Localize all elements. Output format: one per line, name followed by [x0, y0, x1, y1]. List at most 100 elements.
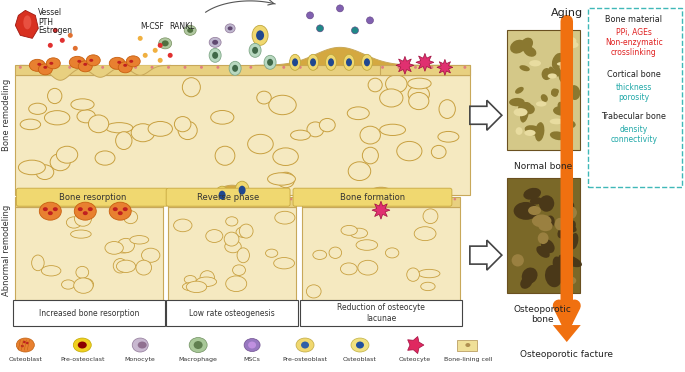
Ellipse shape — [186, 281, 207, 293]
Ellipse shape — [564, 41, 579, 48]
Ellipse shape — [89, 59, 93, 62]
Ellipse shape — [296, 338, 314, 352]
Ellipse shape — [445, 198, 447, 201]
Ellipse shape — [131, 124, 155, 142]
Ellipse shape — [142, 248, 160, 262]
Ellipse shape — [550, 131, 566, 140]
Ellipse shape — [140, 198, 143, 201]
Ellipse shape — [414, 227, 436, 241]
Ellipse shape — [549, 119, 564, 124]
Ellipse shape — [68, 66, 71, 69]
Ellipse shape — [116, 132, 132, 150]
Ellipse shape — [301, 341, 309, 349]
Text: Osteoblast: Osteoblast — [343, 357, 377, 362]
FancyBboxPatch shape — [166, 300, 298, 326]
Ellipse shape — [364, 58, 370, 66]
Ellipse shape — [307, 122, 324, 137]
FancyArrowPatch shape — [559, 21, 575, 321]
Ellipse shape — [419, 198, 421, 201]
Ellipse shape — [252, 47, 258, 54]
Text: porosity: porosity — [618, 93, 649, 102]
Ellipse shape — [86, 55, 100, 66]
Ellipse shape — [207, 198, 209, 201]
Ellipse shape — [407, 268, 419, 281]
Ellipse shape — [306, 285, 321, 298]
Text: Macrophage: Macrophage — [179, 357, 218, 362]
Ellipse shape — [37, 63, 41, 66]
Ellipse shape — [16, 338, 34, 352]
Ellipse shape — [73, 338, 91, 352]
Ellipse shape — [39, 202, 61, 220]
Ellipse shape — [408, 78, 431, 89]
Ellipse shape — [375, 198, 378, 201]
Ellipse shape — [200, 66, 203, 69]
Text: PTH: PTH — [38, 18, 53, 28]
Ellipse shape — [282, 66, 285, 69]
Ellipse shape — [315, 66, 319, 69]
Ellipse shape — [134, 66, 137, 69]
Ellipse shape — [401, 198, 404, 201]
Ellipse shape — [113, 241, 133, 253]
Ellipse shape — [214, 198, 216, 201]
Ellipse shape — [224, 232, 239, 246]
Ellipse shape — [133, 198, 135, 201]
Ellipse shape — [548, 73, 557, 78]
Ellipse shape — [116, 198, 119, 201]
Ellipse shape — [515, 87, 524, 94]
Ellipse shape — [336, 5, 343, 12]
FancyBboxPatch shape — [293, 188, 452, 206]
Text: Osteocyte: Osteocyte — [399, 357, 431, 362]
Ellipse shape — [569, 85, 580, 100]
Ellipse shape — [532, 215, 551, 227]
Text: Monocyte: Monocyte — [125, 357, 155, 362]
Ellipse shape — [88, 207, 92, 211]
Ellipse shape — [463, 66, 466, 69]
Ellipse shape — [356, 341, 364, 349]
Ellipse shape — [19, 66, 22, 69]
Ellipse shape — [552, 53, 564, 70]
Ellipse shape — [76, 266, 88, 278]
Ellipse shape — [244, 339, 260, 352]
Ellipse shape — [236, 227, 252, 238]
Ellipse shape — [241, 198, 244, 201]
Ellipse shape — [175, 116, 191, 132]
Ellipse shape — [69, 56, 85, 68]
Ellipse shape — [84, 63, 87, 66]
Ellipse shape — [118, 211, 123, 215]
Ellipse shape — [48, 43, 53, 48]
Ellipse shape — [60, 38, 65, 43]
Ellipse shape — [358, 198, 360, 201]
Ellipse shape — [381, 66, 384, 69]
Ellipse shape — [78, 278, 94, 291]
Ellipse shape — [68, 33, 73, 38]
Polygon shape — [470, 100, 502, 130]
Ellipse shape — [269, 198, 271, 201]
Ellipse shape — [32, 255, 44, 271]
Ellipse shape — [520, 105, 529, 123]
Ellipse shape — [341, 225, 358, 235]
Ellipse shape — [234, 198, 237, 201]
Text: crosslinking: crosslinking — [611, 48, 656, 57]
Ellipse shape — [173, 219, 192, 232]
Ellipse shape — [123, 211, 138, 224]
FancyBboxPatch shape — [300, 300, 462, 326]
Ellipse shape — [149, 198, 151, 201]
Ellipse shape — [366, 198, 369, 201]
Ellipse shape — [545, 265, 562, 287]
Ellipse shape — [225, 240, 241, 253]
Ellipse shape — [453, 198, 456, 201]
Ellipse shape — [126, 56, 140, 67]
Ellipse shape — [559, 220, 571, 232]
Ellipse shape — [62, 280, 75, 289]
Text: Increased bone resorption: Increased bone resorption — [39, 308, 140, 318]
Ellipse shape — [23, 15, 32, 29]
Ellipse shape — [510, 40, 526, 54]
Ellipse shape — [51, 198, 54, 201]
Ellipse shape — [38, 64, 52, 75]
FancyBboxPatch shape — [302, 207, 460, 300]
Ellipse shape — [151, 66, 153, 69]
Ellipse shape — [109, 202, 132, 220]
Ellipse shape — [273, 148, 299, 166]
Ellipse shape — [564, 91, 573, 99]
Ellipse shape — [233, 265, 245, 275]
